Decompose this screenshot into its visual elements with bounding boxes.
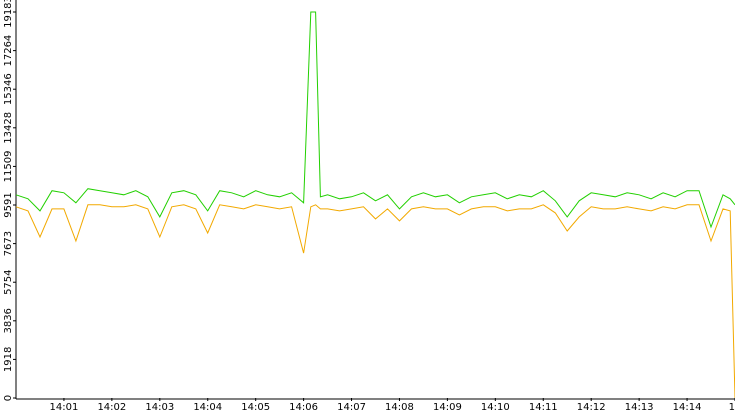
x-tick-label: 14:08	[385, 402, 414, 413]
series-line	[15, 204, 735, 399]
y-tick-label: 7673	[3, 231, 14, 256]
y-tick-label: 3836	[3, 308, 14, 333]
y-tick-label: 0	[3, 395, 14, 401]
series-line	[15, 11, 735, 229]
y-tick-label: 9591	[3, 192, 14, 217]
x-tick-label: 14:02	[97, 402, 126, 413]
x-tick-label: 14:07	[337, 402, 366, 413]
x-tick-label: 14:12	[577, 402, 606, 413]
x-tick-label: 14:09	[433, 402, 462, 413]
x-tick-label: 14:05	[241, 402, 270, 413]
y-tick-label: 1918	[3, 347, 14, 372]
x-tick-label: 14:14	[673, 402, 702, 413]
y-tick-label: 13428	[3, 112, 14, 144]
y-tick-label: 5754	[3, 269, 14, 294]
x-tick-label: 14:03	[145, 402, 174, 413]
y-tick-label: 15346	[3, 73, 14, 105]
y-tick-label: 19183	[3, 0, 14, 28]
x-tick-label: 14:13	[625, 402, 654, 413]
x-tick-label: 14:11	[529, 402, 558, 413]
y-tick-label: 17264	[3, 35, 14, 67]
x-tick-label: 14	[729, 402, 735, 413]
x-tick-label: 14:04	[193, 402, 222, 413]
x-tick-label: 14:01	[50, 402, 79, 413]
x-tick-label: 14:06	[289, 402, 318, 413]
x-tick-label: 14:10	[481, 402, 510, 413]
y-tick-label: 11509	[3, 151, 14, 183]
